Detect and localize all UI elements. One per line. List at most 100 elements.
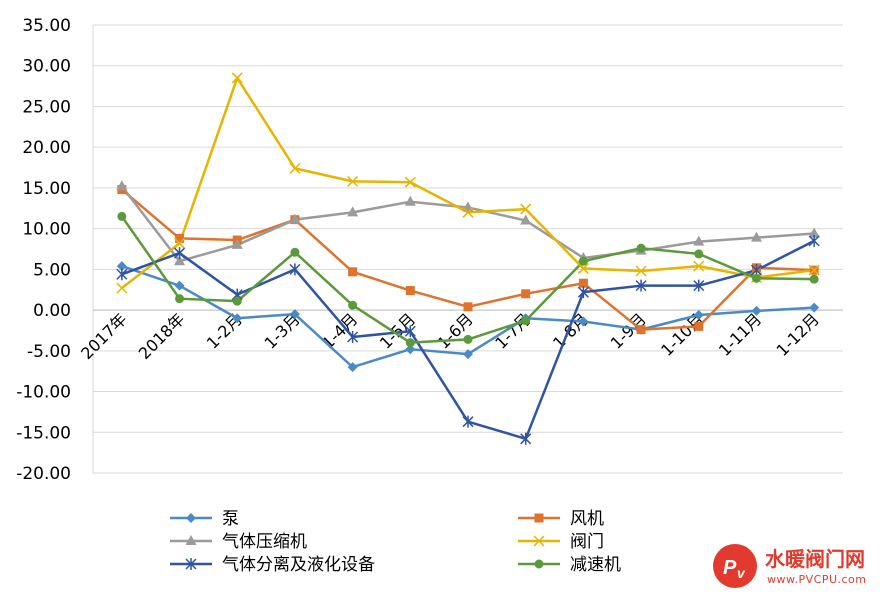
data-point xyxy=(348,300,358,310)
x-tick-label: 1-12月 xyxy=(773,309,823,359)
y-tick-label: 30.00 xyxy=(22,57,71,77)
data-point xyxy=(174,247,186,260)
y-tick-label: 35.00 xyxy=(22,16,71,36)
data-point xyxy=(116,268,128,281)
data-point xyxy=(231,238,243,249)
data-point xyxy=(751,305,762,316)
data-point xyxy=(289,162,301,174)
data-point xyxy=(693,279,705,292)
series-markers-group xyxy=(116,72,820,294)
watermark-url: www.PVCPU.com xyxy=(767,573,867,586)
legend-label: 风机 xyxy=(570,509,604,529)
legend-item: 气体分离及液化设备 xyxy=(170,555,375,575)
x-axis-ticks: 2017年 2018年 1-2月 1-3月 1-4月 1-5月 1-6月 1-7月 1-8月 1-… xyxy=(77,309,823,363)
y-tick-label: -15.00 xyxy=(16,423,71,443)
series-lines xyxy=(120,76,815,441)
legend-label: 阀门 xyxy=(570,532,604,552)
svg-text:P: P xyxy=(723,557,737,579)
data-point xyxy=(635,265,647,277)
data-point xyxy=(232,296,242,306)
data-point xyxy=(175,294,185,304)
data-point xyxy=(462,415,474,428)
data-point xyxy=(534,559,544,569)
data-point xyxy=(808,227,820,238)
legend-item: 阀门 xyxy=(518,532,604,552)
watermark-text: 水暖阀门网 xyxy=(765,547,865,571)
data-point xyxy=(347,330,359,343)
legend-label: 气体压缩机 xyxy=(222,532,307,552)
data-point xyxy=(635,279,647,292)
data-point xyxy=(693,309,704,320)
data-point xyxy=(751,273,761,283)
data-point xyxy=(462,206,474,218)
data-point xyxy=(750,231,762,242)
series-markers-group xyxy=(116,234,820,445)
x-tick-label: 2018年 xyxy=(135,309,189,363)
data-point xyxy=(636,243,646,253)
data-point xyxy=(808,264,820,276)
series-markers-group xyxy=(117,211,819,348)
data-point xyxy=(117,211,127,221)
svg-text:v: v xyxy=(737,565,746,581)
legend-label: 泵 xyxy=(222,509,239,529)
data-point xyxy=(636,325,646,335)
legend-label: 减速机 xyxy=(570,555,621,575)
data-point xyxy=(289,263,301,276)
data-point xyxy=(186,513,196,523)
x-tick-label: 1-4月 xyxy=(318,309,361,352)
data-point xyxy=(809,274,819,284)
y-tick-label: -20.00 xyxy=(16,464,71,484)
series-markers xyxy=(116,72,820,445)
data-point xyxy=(578,278,588,288)
data-point xyxy=(520,432,532,445)
y-tick-label: 0.00 xyxy=(33,301,71,321)
y-tick-label: 20.00 xyxy=(22,138,71,158)
y-tick-label: 5.00 xyxy=(33,260,71,280)
data-point xyxy=(231,72,243,84)
y-tick-label: -5.00 xyxy=(27,342,71,362)
data-point xyxy=(534,513,544,523)
x-tick-label: 1-11月 xyxy=(715,309,765,359)
data-point xyxy=(174,237,186,249)
x-tick-label: 1-6月 xyxy=(434,309,477,352)
data-point xyxy=(463,349,473,360)
data-point xyxy=(577,263,589,275)
data-point xyxy=(577,286,589,299)
data-point xyxy=(116,282,128,294)
data-point xyxy=(405,286,415,296)
series-markers-group xyxy=(116,180,820,266)
data-point xyxy=(404,176,416,188)
data-point xyxy=(693,235,705,246)
data-point xyxy=(232,313,243,324)
legend-label: 气体分离及液化设备 xyxy=(222,555,375,575)
data-point xyxy=(116,261,127,272)
data-point xyxy=(347,206,359,217)
data-point xyxy=(348,267,358,277)
data-point xyxy=(347,175,359,187)
watermark-logo: P v 水暖阀门网 www.PVCPU.com xyxy=(713,544,867,588)
series-line xyxy=(121,76,815,290)
series-line xyxy=(120,185,815,263)
gridlines xyxy=(92,24,843,474)
legend-item: 风机 xyxy=(518,509,604,529)
data-point xyxy=(463,302,473,312)
data-point xyxy=(694,249,704,259)
legend-item: 泵 xyxy=(170,509,239,529)
data-point xyxy=(185,558,197,570)
data-point xyxy=(533,535,545,547)
data-point xyxy=(520,203,532,215)
data-point xyxy=(578,256,588,266)
y-tick-label: 15.00 xyxy=(22,179,71,199)
legend-item: 减速机 xyxy=(518,555,621,575)
data-point xyxy=(808,234,820,247)
data-point xyxy=(347,362,358,373)
data-point xyxy=(405,344,416,355)
x-tick-label: 1-8月 xyxy=(549,309,592,352)
series-markers-group xyxy=(116,261,820,373)
data-point xyxy=(521,316,531,326)
data-point xyxy=(290,247,300,257)
legend-item: 气体压缩机 xyxy=(170,532,307,552)
data-point xyxy=(521,289,531,299)
